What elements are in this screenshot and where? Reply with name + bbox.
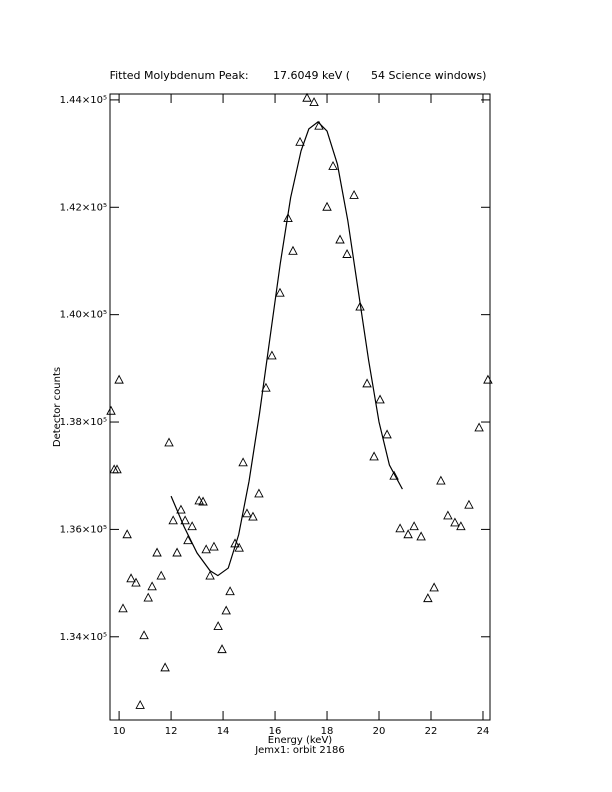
fit-curve [170, 121, 403, 577]
y-tick-label: 1.38×10⁵ [60, 417, 107, 428]
x-tick-label: 12 [165, 726, 178, 737]
data-point [221, 605, 231, 615]
data-point [114, 374, 124, 384]
y-tick-label: 1.44×10⁵ [60, 95, 107, 106]
data-point [205, 570, 215, 580]
data-point [126, 573, 136, 583]
data-point [135, 700, 145, 709]
x-tick-label: 24 [477, 726, 490, 737]
data-point [164, 437, 174, 447]
x-tick-label: 10 [113, 726, 126, 737]
x-tick-label: 18 [321, 726, 334, 737]
data-point [483, 374, 493, 384]
data-point [403, 529, 413, 539]
data-point [131, 577, 141, 587]
data-point [112, 464, 122, 474]
data-point [198, 496, 208, 506]
data-point [122, 529, 132, 539]
data-point [176, 504, 186, 514]
y-tick-label: 1.42×10⁵ [60, 202, 107, 213]
data-point [160, 662, 170, 672]
data-point [147, 581, 157, 591]
data-point [450, 517, 460, 527]
data-point [275, 287, 285, 297]
data-point [248, 511, 258, 521]
data-point [139, 630, 149, 640]
data-point [395, 523, 405, 533]
data-point [225, 586, 235, 596]
y-axis-label: Detector counts [52, 367, 63, 447]
data-point [443, 510, 453, 520]
data-point [238, 457, 248, 467]
data-point [382, 429, 392, 439]
data-point [369, 451, 379, 461]
x-axis-label: Energy (keV) [268, 735, 333, 746]
data-point [172, 547, 182, 557]
data-point [217, 644, 227, 654]
data-point [474, 422, 484, 432]
data-point [118, 603, 128, 613]
data-point [328, 160, 338, 170]
data-point [362, 378, 372, 388]
data-point [464, 499, 474, 509]
data-point [152, 547, 162, 557]
data-point [335, 234, 345, 244]
data-point [168, 515, 178, 525]
chart-title: Fitted Molybdenum Peak: 17.6049 keV ( 54… [110, 69, 487, 82]
data-point [429, 582, 439, 592]
data-point [423, 593, 433, 603]
data-point [322, 201, 332, 211]
data-point [295, 136, 305, 146]
data-point [409, 521, 419, 531]
data-point [342, 249, 352, 258]
data-point [349, 189, 359, 199]
data-point [106, 405, 116, 415]
data-point [302, 92, 312, 102]
data-point [436, 475, 446, 485]
data-point [261, 382, 271, 392]
data-point [288, 245, 298, 255]
data-point [234, 542, 244, 552]
x-tick-label: 20 [373, 726, 386, 737]
data-point [156, 570, 166, 580]
data-point [355, 301, 365, 311]
data-point [242, 508, 252, 518]
data-point [267, 350, 277, 360]
data-point [254, 488, 264, 498]
y-tick-label: 1.36×10⁵ [60, 524, 107, 535]
data-point [456, 521, 466, 531]
x-tick-label: 22 [425, 726, 438, 737]
data-point [309, 97, 319, 107]
y-tick-label: 1.40×10⁵ [60, 310, 107, 321]
footnote: Jemx1: orbit 2186 [254, 745, 345, 756]
data-point [187, 521, 197, 531]
data-point [375, 394, 385, 404]
x-tick-label: 16 [269, 726, 282, 737]
data-point [209, 541, 219, 551]
data-point [180, 515, 190, 525]
data-point [416, 531, 426, 541]
data-point [201, 544, 211, 554]
y-tick-label: 1.34×10⁵ [60, 632, 107, 643]
data-point [389, 470, 399, 480]
data-point [143, 592, 153, 602]
data-point [213, 621, 223, 630]
plot-frame [109, 93, 491, 721]
x-tick-label: 14 [217, 726, 230, 737]
data-point [283, 213, 293, 222]
